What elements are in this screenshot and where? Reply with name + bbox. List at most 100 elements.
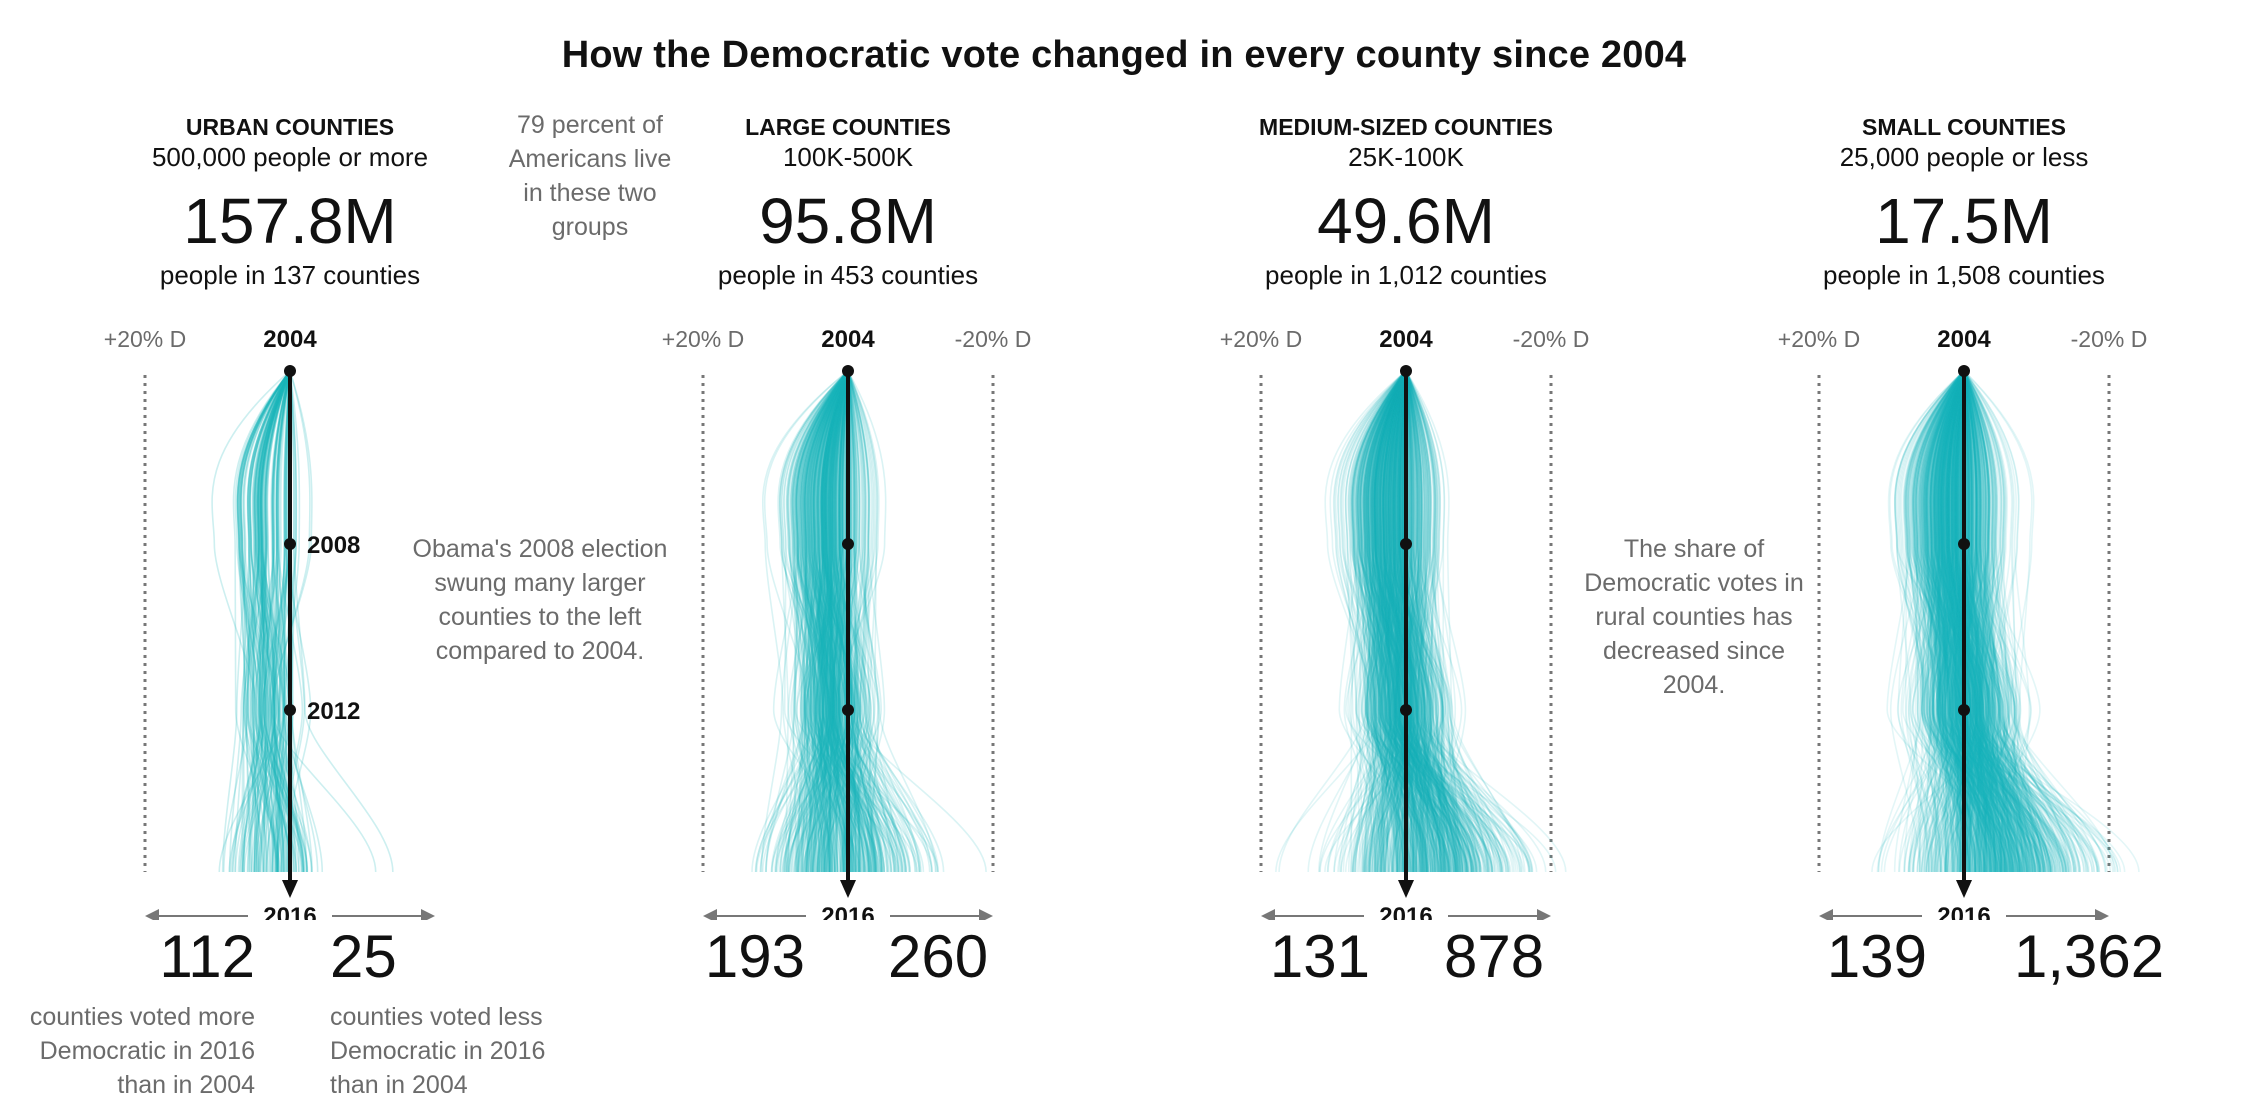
guide-label-left: +20% D <box>1220 326 1302 352</box>
county-line <box>1929 370 1992 873</box>
county-line <box>1405 370 1470 873</box>
county-line <box>259 370 291 873</box>
county-line <box>1937 370 2053 873</box>
county-line <box>1946 370 2032 873</box>
county-line <box>797 370 849 873</box>
county-line <box>1917 370 1977 873</box>
county-line <box>1374 370 1407 873</box>
county-line <box>1927 370 1967 873</box>
county-line <box>1372 370 1526 873</box>
county-line <box>799 370 849 873</box>
county-line <box>1948 370 1966 873</box>
county-line <box>1361 370 1487 873</box>
county-line <box>1937 370 2014 873</box>
county-line <box>1380 370 1407 873</box>
county-line <box>830 370 931 873</box>
county-line <box>822 370 888 873</box>
county-line <box>1389 370 1435 873</box>
county-line <box>785 370 849 873</box>
county-line <box>1959 370 2001 873</box>
county-line <box>787 370 849 873</box>
county-line <box>1405 370 1447 873</box>
county-line <box>1963 370 2052 873</box>
county-line <box>1364 370 1407 873</box>
county-line <box>1380 370 1468 873</box>
county-line <box>759 370 849 873</box>
county-line <box>1940 370 2030 873</box>
county-line <box>1937 370 1965 873</box>
county-line <box>798 370 849 873</box>
county-line <box>807 370 849 873</box>
county-line <box>1921 370 1996 873</box>
county-line <box>809 370 849 873</box>
county-line <box>1914 370 2024 873</box>
county-line <box>763 370 849 873</box>
county-line <box>783 370 849 873</box>
group-counties: people in 1,012 counties <box>1265 260 1547 290</box>
county-line <box>807 370 849 873</box>
county-line <box>1374 370 1427 873</box>
county-line <box>1935 370 1985 873</box>
county-line <box>1374 370 1411 873</box>
county-line <box>840 370 862 873</box>
county-line <box>1398 370 1437 873</box>
county-line <box>1367 370 1407 873</box>
county-line <box>1963 370 2028 873</box>
county-line <box>1963 370 2090 873</box>
right-arrowhead-icon <box>421 909 435 920</box>
county-line <box>1385 370 1473 873</box>
county-line <box>798 370 849 873</box>
county-line <box>1911 370 1965 873</box>
county-line <box>810 370 871 873</box>
county-line <box>816 370 849 873</box>
county-line <box>816 370 849 873</box>
county-line <box>1936 370 2019 873</box>
county-line <box>1369 370 1415 873</box>
county-line <box>1959 370 2096 873</box>
county-line <box>1405 370 1446 873</box>
county-line <box>1959 370 1988 873</box>
county-line <box>809 370 849 873</box>
county-line <box>1957 370 1990 873</box>
group-range: 500,000 people or more <box>151 142 429 172</box>
county-line <box>1954 370 2039 873</box>
county-line <box>837 370 899 873</box>
county-line <box>1963 370 1993 873</box>
right-arrowhead-icon <box>1537 909 1551 920</box>
county-line <box>236 370 292 873</box>
county-line <box>1950 370 2018 873</box>
county-line <box>260 370 324 873</box>
county-line <box>821 370 878 873</box>
county-line <box>805 370 866 873</box>
county-line <box>816 370 883 873</box>
county-line <box>1352 370 1407 873</box>
county-line <box>259 370 291 873</box>
county-line <box>1955 370 1965 873</box>
county-line <box>1405 370 1445 873</box>
county-line <box>816 370 849 873</box>
county-line <box>1946 370 1998 873</box>
county-line <box>823 370 849 873</box>
county-line <box>1946 370 1986 873</box>
county-line <box>803 370 849 873</box>
county-line <box>1963 370 2023 873</box>
county-line <box>1916 370 2009 873</box>
county-line <box>1936 370 1965 873</box>
county-line <box>245 370 298 873</box>
county-line <box>833 370 887 873</box>
county-line <box>771 370 849 873</box>
county-line <box>1935 370 1996 873</box>
county-line <box>1963 370 2046 873</box>
county-line <box>262 370 305 873</box>
county-line <box>1345 370 1418 873</box>
county-line <box>1368 370 1417 873</box>
county-line <box>812 370 849 873</box>
county-line <box>1363 370 1409 873</box>
county-line <box>1923 370 1992 873</box>
county-line <box>259 370 291 873</box>
county-line <box>260 370 291 873</box>
county-line <box>1373 370 1407 873</box>
county-line <box>1903 370 1965 873</box>
county-line <box>1379 370 1490 873</box>
